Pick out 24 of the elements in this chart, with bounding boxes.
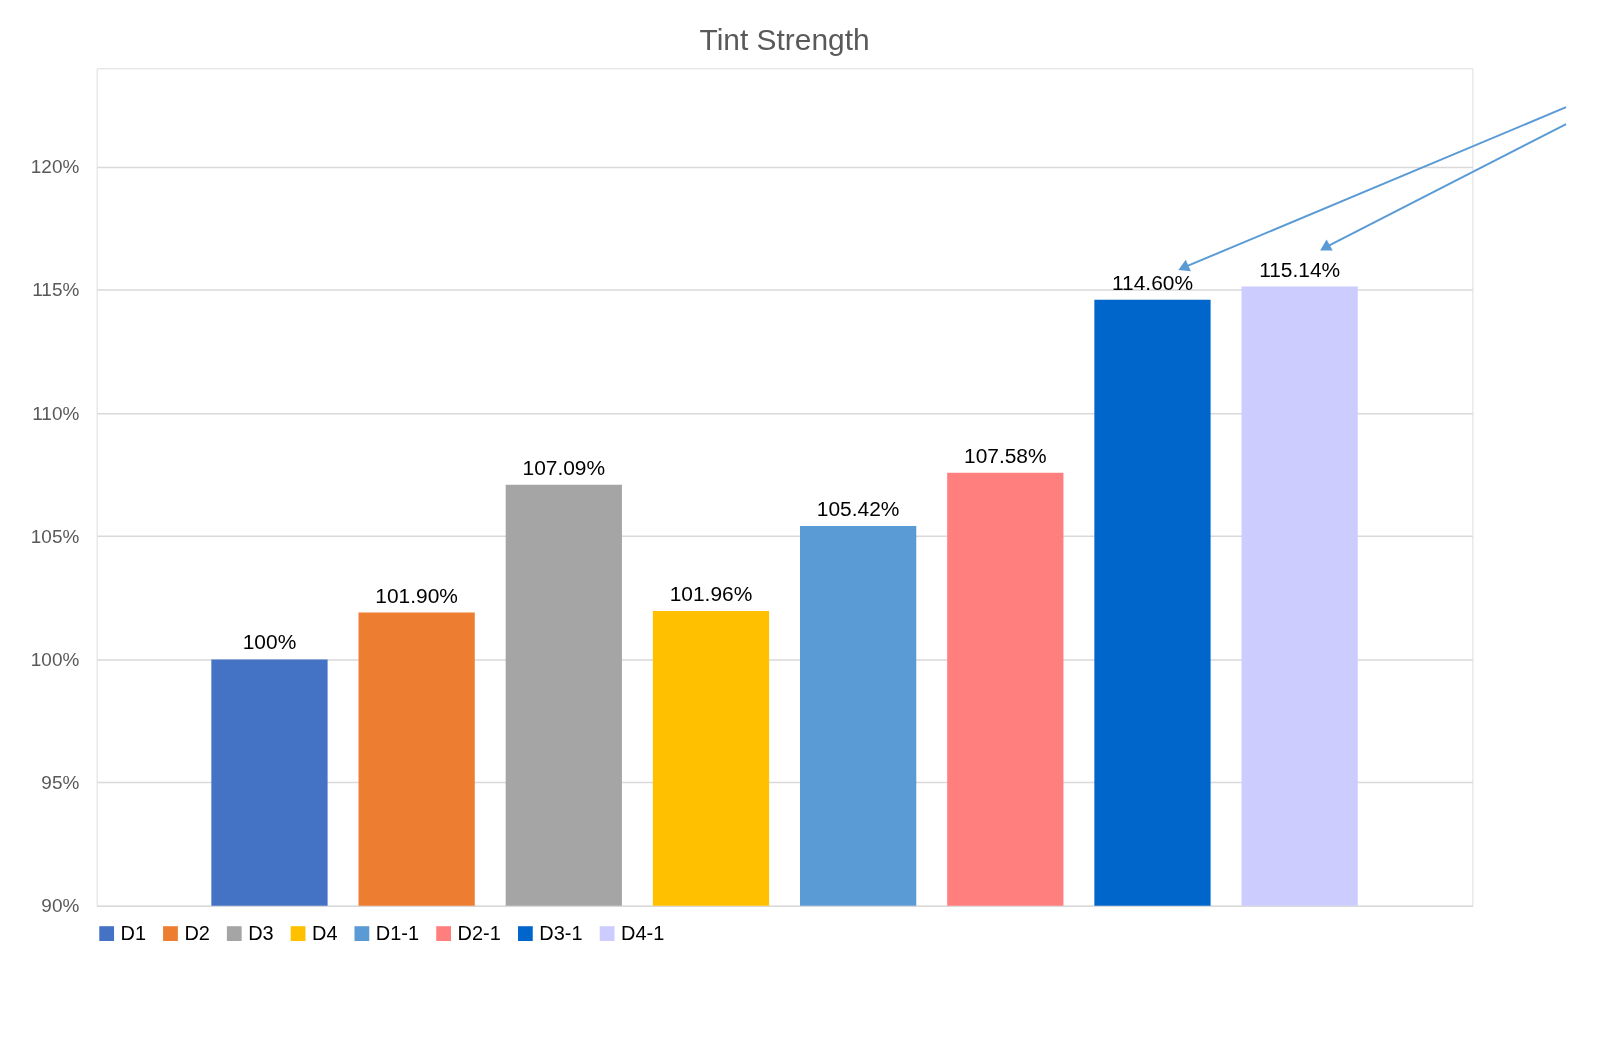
y-tick-label: 120% <box>30 156 80 178</box>
legend-label: D1 <box>120 921 147 944</box>
legend-label: D2-1 <box>457 921 501 944</box>
legend-label: D2 <box>184 921 210 944</box>
data-label: 114.60% <box>1111 270 1193 294</box>
legend-label: D3 <box>248 921 274 944</box>
y-tick-label: 90% <box>41 895 80 917</box>
y-tick-label: 95% <box>41 772 80 794</box>
y-tick-label: 100% <box>30 648 80 670</box>
legend-label: D3-1 <box>539 921 583 944</box>
data-label: 107.58% <box>964 443 1047 467</box>
y-tick-label: 105% <box>30 525 80 547</box>
legend-label: D1-1 <box>375 921 420 944</box>
legend-label: D4 <box>312 921 338 944</box>
y-tick-label: 110% <box>32 402 80 424</box>
data-label: 101.90% <box>375 583 458 607</box>
chart-title: Tint Strength <box>699 23 870 57</box>
data-label: 107.09% <box>522 455 606 479</box>
y-tick-label: 115% <box>32 279 80 301</box>
data-label: 115.14% <box>1259 257 1341 281</box>
legend-label: D4-1 <box>621 921 665 944</box>
data-label: 101.96% <box>669 582 753 606</box>
data-label: 100% <box>242 630 297 654</box>
data-label: 105.42% <box>816 496 900 520</box>
